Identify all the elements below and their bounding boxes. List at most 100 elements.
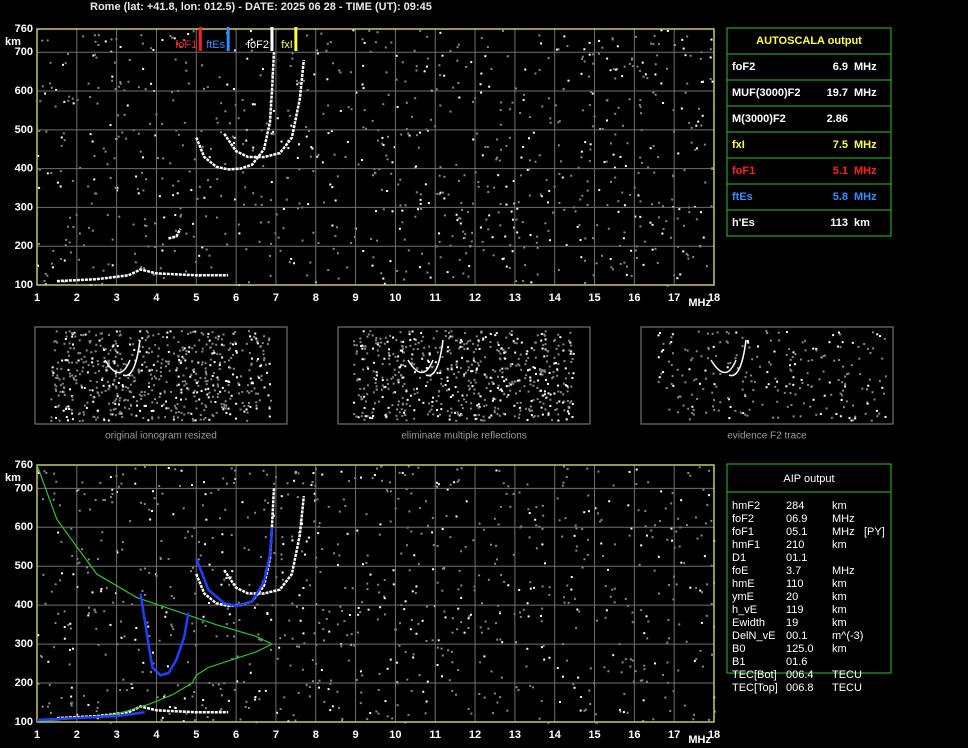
noise-dot xyxy=(505,203,508,206)
noise-dot xyxy=(482,337,485,340)
noise-dot xyxy=(527,508,530,511)
noise-dot xyxy=(825,407,828,410)
noise-dot xyxy=(67,99,70,102)
noise-dot xyxy=(571,402,574,405)
noise-dot xyxy=(355,678,358,681)
noise-dot xyxy=(427,262,430,265)
noise-dot xyxy=(122,473,125,476)
noise-dot xyxy=(145,178,148,181)
noise-dot xyxy=(293,262,296,265)
noise-dot xyxy=(472,351,475,354)
noise-dot xyxy=(639,156,642,159)
noise-dot xyxy=(224,400,227,403)
noise-dot xyxy=(91,357,94,360)
noise-dot xyxy=(242,143,245,146)
noise-dot xyxy=(182,507,185,510)
noise-dot xyxy=(614,133,617,136)
noise-dot xyxy=(359,387,362,390)
noise-dot xyxy=(191,695,194,698)
noise-dot xyxy=(338,706,341,709)
noise-dot xyxy=(395,54,398,57)
noise-dot xyxy=(565,476,568,479)
noise-dot xyxy=(495,158,498,161)
noise-dot xyxy=(221,343,224,346)
noise-dot xyxy=(223,361,226,364)
noise-dot xyxy=(221,386,224,389)
noise-dot xyxy=(799,358,802,361)
noise-dot xyxy=(96,391,99,394)
x-tick-label: 3 xyxy=(114,292,120,304)
noise-dot xyxy=(458,414,461,417)
noise-dot xyxy=(258,690,261,693)
noise-dot xyxy=(70,704,73,707)
noise-dot xyxy=(567,601,570,604)
noise-dot xyxy=(191,369,194,372)
noise-dot xyxy=(540,333,543,336)
noise-dot xyxy=(667,584,670,587)
noise-dot xyxy=(87,364,90,367)
noise-dot xyxy=(548,656,551,659)
noise-dot xyxy=(435,88,438,91)
noise-dot xyxy=(558,120,561,123)
noise-dot xyxy=(765,386,768,389)
noise-dot xyxy=(187,411,190,414)
noise-dot xyxy=(95,56,98,59)
noise-dot xyxy=(613,166,616,169)
noise-dot xyxy=(401,61,404,64)
noise-dot xyxy=(700,355,703,358)
noise-dot xyxy=(102,384,105,387)
noise-dot xyxy=(491,381,494,384)
noise-dot xyxy=(85,406,88,409)
x-tick-label: 1 xyxy=(34,292,40,304)
noise-dot xyxy=(549,398,552,401)
trace xyxy=(168,228,182,240)
noise-dot xyxy=(250,49,253,52)
noise-dot xyxy=(458,569,461,572)
noise-dot xyxy=(418,376,421,379)
noise-dot xyxy=(231,135,234,138)
noise-dot xyxy=(78,339,81,342)
noise-dot xyxy=(481,419,484,422)
noise-dot xyxy=(695,658,698,661)
noise-dot xyxy=(451,631,454,634)
noise-dot xyxy=(650,529,653,532)
noise-dot xyxy=(39,654,42,657)
noise-dot xyxy=(162,335,165,338)
noise-dot xyxy=(668,342,671,345)
noise-dot xyxy=(683,562,686,565)
noise-dot xyxy=(148,347,151,350)
noise-dot xyxy=(492,369,495,372)
noise-dot xyxy=(233,136,236,139)
noise-dot xyxy=(190,373,193,376)
noise-dot xyxy=(711,332,714,335)
noise-dot xyxy=(447,368,450,371)
noise-dot xyxy=(141,346,144,349)
noise-dot xyxy=(122,678,125,681)
noise-dot xyxy=(175,129,178,132)
noise-dot xyxy=(372,256,375,259)
noise-dot xyxy=(293,479,296,482)
noise-dot xyxy=(479,226,482,229)
noise-dot xyxy=(310,483,313,486)
noise-dot xyxy=(386,158,389,161)
noise-dot xyxy=(728,417,731,420)
noise-dot xyxy=(143,390,146,393)
x-tick-label: 5 xyxy=(193,729,199,741)
noise-dot xyxy=(840,398,843,401)
noise-dot xyxy=(594,507,597,510)
noise-dot xyxy=(376,618,379,621)
noise-dot xyxy=(409,394,412,397)
noise-dot xyxy=(611,588,614,591)
noise-dot xyxy=(263,357,266,360)
row-unit: MHz xyxy=(854,165,877,177)
noise-dot xyxy=(65,335,68,338)
noise-dot xyxy=(82,334,85,337)
noise-dot xyxy=(685,524,688,527)
noise-dot xyxy=(205,371,208,374)
noise-dot xyxy=(617,106,620,109)
noise-dot xyxy=(541,105,544,108)
noise-dot xyxy=(529,159,532,162)
noise-dot xyxy=(71,395,74,398)
noise-dot xyxy=(641,61,644,64)
y-tick-label: 700 xyxy=(15,482,33,494)
